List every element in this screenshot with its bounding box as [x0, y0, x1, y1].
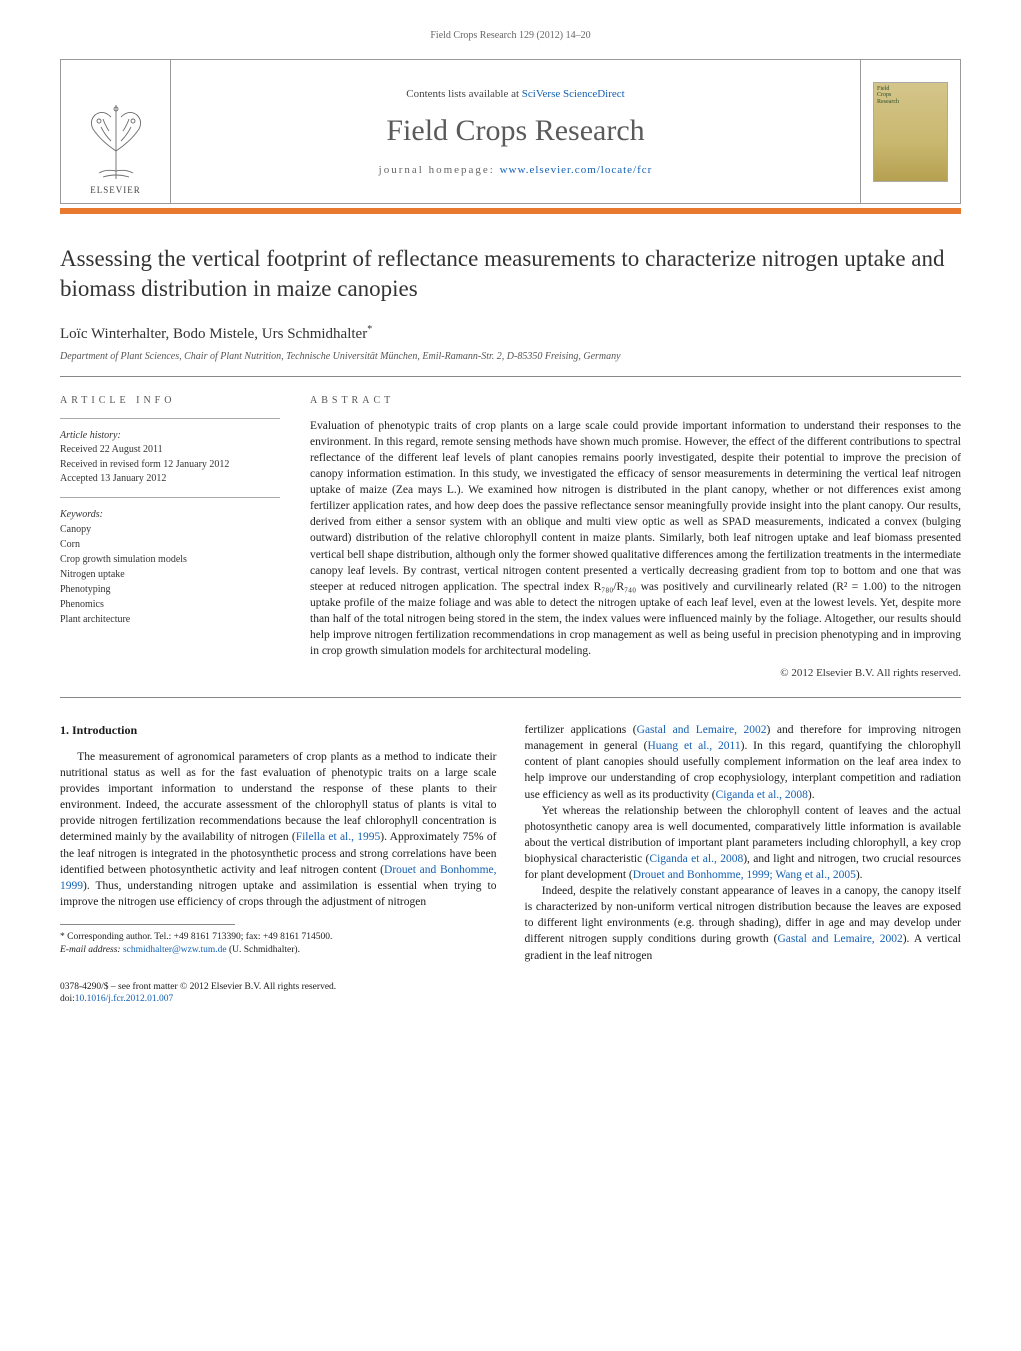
footer-issn: 0378-4290/$ – see front matter © 2012 El… [60, 981, 497, 994]
cover-text: Field Crops Research [877, 86, 944, 106]
body-para-1: The measurement of agronomical parameter… [60, 749, 497, 910]
history-revised: Received in revised form 12 January 2012 [60, 458, 280, 473]
keywords-label: Keywords: [60, 508, 280, 523]
doi-link[interactable]: 10.1016/j.fcr.2012.01.007 [75, 994, 173, 1004]
keyword: Plant architecture [60, 612, 280, 627]
body-para-4: Indeed, despite the relatively constant … [525, 883, 962, 963]
running-header: Field Crops Research 129 (2012) 14–20 [60, 30, 961, 41]
info-abstract-row: article info Article history: Received 2… [60, 395, 961, 679]
body-text: ). [856, 869, 863, 881]
section-heading-intro: 1. Introduction [60, 722, 497, 739]
keywords-list: Canopy Corn Crop growth simulation model… [60, 522, 280, 627]
abstract-copyright: © 2012 Elsevier B.V. All rights reserved… [310, 667, 961, 679]
body-text: ). Thus, understanding nitrogen uptake a… [60, 880, 497, 908]
info-rule-2 [60, 497, 280, 498]
abstract-heading: abstract [310, 395, 961, 406]
footnote-rule [60, 924, 235, 925]
elsevier-tree-icon [81, 101, 151, 181]
accent-bar [60, 208, 961, 214]
email-line: E-mail address: schmidhalter@wzw.tum.de … [60, 944, 497, 957]
homepage-prefix: journal homepage: [379, 164, 500, 176]
keyword: Phenomics [60, 597, 280, 612]
rule-top [60, 376, 961, 377]
body-text: The measurement of agronomical parameter… [60, 751, 497, 843]
email-suffix: (U. Schmidhalter). [227, 945, 300, 955]
homepage-link[interactable]: www.elsevier.com/locate/fcr [500, 164, 653, 176]
keywords-block: Keywords: Canopy Corn Crop growth simula… [60, 508, 280, 628]
doi-label: doi: [60, 994, 75, 1004]
abstract-column: abstract Evaluation of phenotypic traits… [310, 395, 961, 679]
footer-block: 0378-4290/$ – see front matter © 2012 El… [60, 981, 497, 1007]
history-block: Article history: Received 22 August 2011… [60, 429, 280, 487]
history-accepted: Accepted 13 January 2012 [60, 472, 280, 487]
keyword: Canopy [60, 522, 280, 537]
body-columns: 1. Introduction The measurement of agron… [60, 722, 961, 1006]
abstract-text: Evaluation of phenotypic traits of crop … [310, 418, 961, 659]
keyword: Nitrogen uptake [60, 567, 280, 582]
citation-link[interactable]: Ciganda et al., 2008 [649, 853, 743, 865]
body-para-3: Yet whereas the relationship between the… [525, 803, 962, 883]
authors-list: Loïc Winterhalter, Bodo Mistele, Urs Sch… [60, 326, 367, 342]
citation-link[interactable]: Gastal and Lemaire, 2002 [777, 933, 902, 945]
journal-name: Field Crops Research [386, 114, 644, 148]
article-info-heading: article info [60, 395, 280, 406]
citation-link[interactable]: Ciganda et al., 2008 [716, 789, 808, 801]
masthead: ELSEVIER Contents lists available at Sci… [60, 59, 961, 204]
citation-link[interactable]: Huang et al., 2011 [647, 740, 740, 752]
citation-link[interactable]: Gastal and Lemaire, 2002 [637, 724, 767, 736]
citation-link[interactable]: Drouet and Bonhomme, 1999; Wang et al., … [633, 869, 856, 881]
contents-prefix: Contents lists available at [406, 88, 521, 100]
journal-cover-icon: Field Crops Research [873, 82, 948, 182]
footer-doi-line: doi:10.1016/j.fcr.2012.01.007 [60, 993, 497, 1006]
corr-footnote: * Corresponding author. Tel.: +49 8161 7… [60, 931, 497, 957]
history-received: Received 22 August 2011 [60, 443, 280, 458]
keyword: Phenotyping [60, 582, 280, 597]
keyword: Corn [60, 537, 280, 552]
publisher-block: ELSEVIER [61, 60, 171, 203]
article-title: Assessing the vertical footprint of refl… [60, 244, 961, 304]
rule-bottom [60, 697, 961, 698]
contents-line: Contents lists available at SciVerse Sci… [406, 88, 624, 100]
body-para-2: fertilizer applications (Gastal and Lema… [525, 722, 962, 802]
corr-marker: * [367, 324, 372, 335]
body-text: ). [808, 789, 815, 801]
masthead-center: Contents lists available at SciVerse Sci… [171, 60, 860, 203]
email-label: E-mail address: [60, 945, 123, 955]
cover-block: Field Crops Research [860, 60, 960, 203]
email-link[interactable]: schmidhalter@wzw.tum.de [123, 945, 227, 955]
body-text: fertilizer applications ( [525, 724, 637, 736]
sciencedirect-link[interactable]: SciVerse ScienceDirect [522, 88, 625, 100]
corr-line: * Corresponding author. Tel.: +49 8161 7… [60, 931, 497, 944]
article-info: article info Article history: Received 2… [60, 395, 280, 679]
info-rule-1 [60, 418, 280, 419]
homepage-line: journal homepage: www.elsevier.com/locat… [379, 164, 653, 176]
keyword: Crop growth simulation models [60, 552, 280, 567]
publisher-label: ELSEVIER [90, 185, 141, 195]
authors: Loïc Winterhalter, Bodo Mistele, Urs Sch… [60, 324, 961, 343]
history-label: Article history: [60, 429, 280, 444]
citation-link[interactable]: Filella et al., 1995 [296, 831, 381, 843]
affiliation: Department of Plant Sciences, Chair of P… [60, 351, 961, 362]
